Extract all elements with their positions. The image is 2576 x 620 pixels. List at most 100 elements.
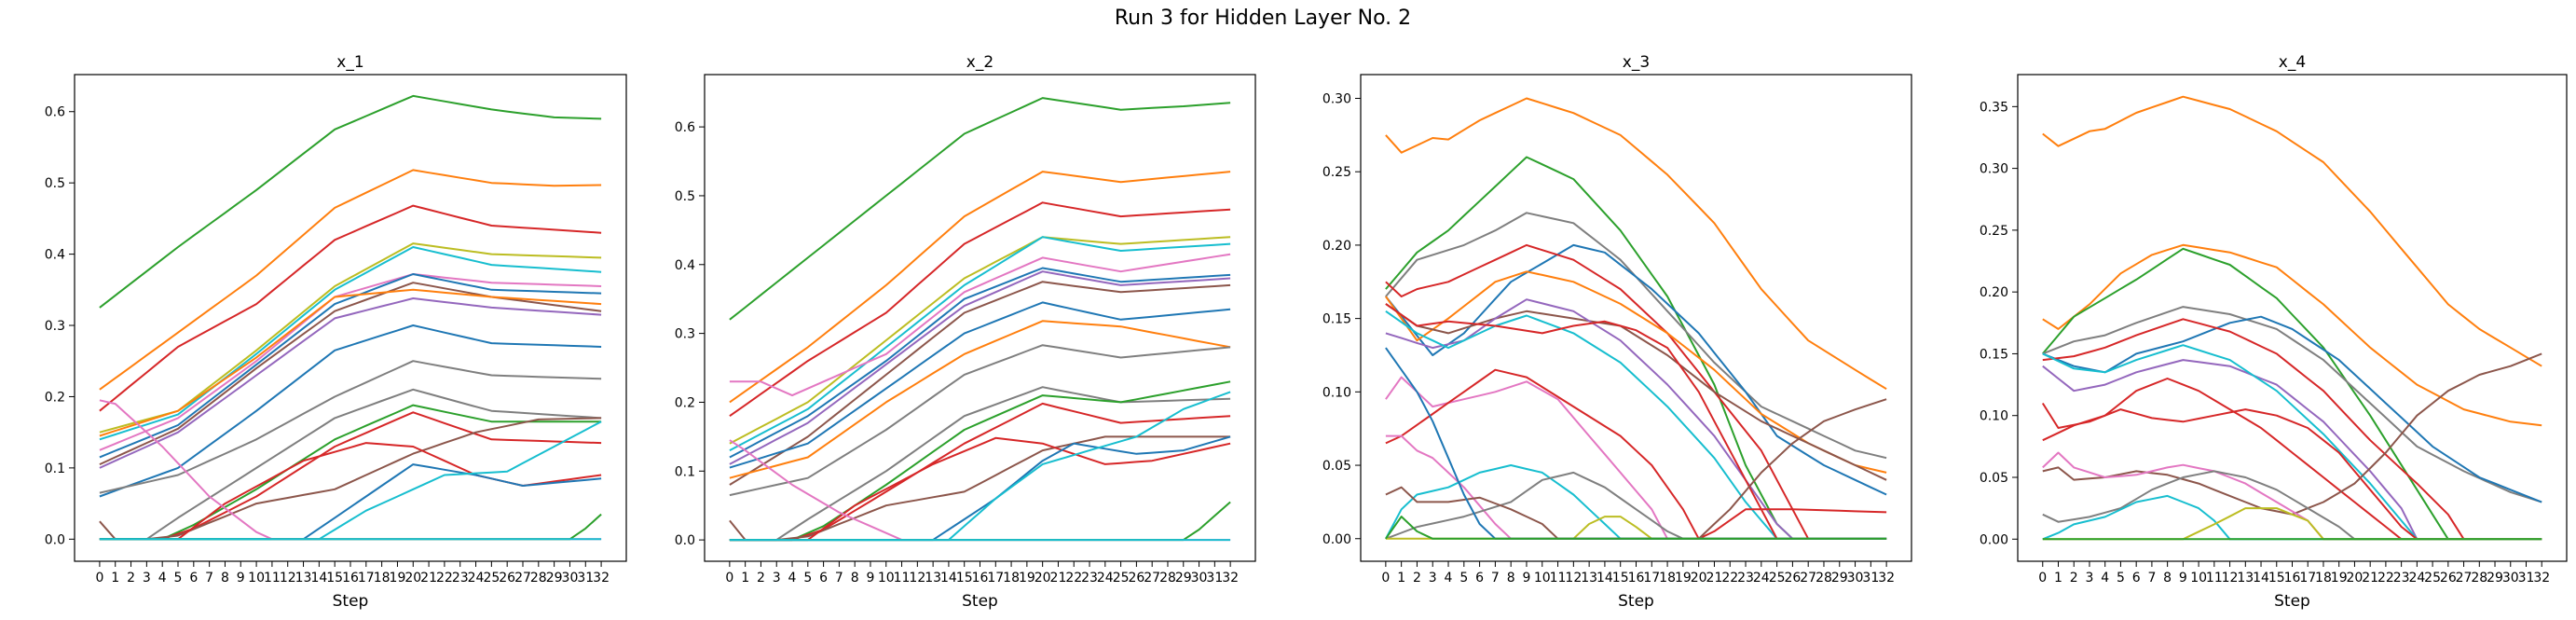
x-tick-label: 14 <box>310 571 327 586</box>
x-tick-label: 10 <box>2190 571 2207 586</box>
x-tick-label: 15 <box>1612 571 1629 586</box>
series-line-17 <box>1385 516 1887 540</box>
series-line-10 <box>1385 303 1887 540</box>
x-tick-label: 26 <box>1128 571 1144 586</box>
x-tick-label: 12 <box>909 571 925 586</box>
subplot-3: x_30 1 2 3 4 5 6 7 8 9 101112131415161718192021222… <box>1322 53 1912 611</box>
series-line-14 <box>2042 494 2542 541</box>
series-line-4 <box>99 242 602 434</box>
x-tick-label: 0 <box>2038 571 2047 586</box>
x-tick-label: 20 <box>2347 571 2364 586</box>
plot-frame <box>74 74 627 562</box>
series-line-4 <box>729 236 1231 445</box>
x-tick-label: 23 <box>1737 571 1754 586</box>
series-line-2 <box>729 171 1231 404</box>
series-line-12 <box>729 344 1231 497</box>
series-line-15 <box>1385 471 1887 540</box>
x-tick-label: 6 <box>819 571 828 586</box>
x-tick-label: 21 <box>1050 571 1067 586</box>
y-tick-label: 0.20 <box>1980 285 2008 300</box>
x-tick-label: 29 <box>546 571 563 586</box>
x-tick-label: 2 <box>2070 571 2078 586</box>
figure-title: Run 3 for Hidden Layer No. 2 <box>1115 7 1411 30</box>
series-line-3 <box>2042 247 2542 541</box>
series-line-20 <box>729 439 1231 542</box>
x-tick-label: 13 <box>2237 571 2254 586</box>
x-tick-label: 5 <box>803 571 812 586</box>
x-tick-label: 32 <box>593 571 610 586</box>
subplot-title: x_4 <box>2279 53 2306 72</box>
x-tick-label: 27 <box>1144 571 1160 586</box>
x-tick-label: 1 <box>1397 571 1405 586</box>
y-tick-label: 0.20 <box>1322 239 1351 254</box>
x-tick-label: 23 <box>2393 571 2410 586</box>
y-tick-label: 0.00 <box>1322 532 1351 547</box>
series-line-11 <box>2042 352 2542 516</box>
x-tick-label: 10 <box>248 571 265 586</box>
x-tick-label: 6 <box>1475 571 1484 586</box>
x-tick-label: 1 <box>111 571 119 586</box>
x-tick-label: 26 <box>2440 571 2457 586</box>
x-tick-label: 22 <box>2377 571 2394 586</box>
x-tick-label: 26 <box>499 571 515 586</box>
series-line-12 <box>2042 451 2542 541</box>
x-tick-label: 9 <box>2179 571 2187 586</box>
y-tick-label: 0.25 <box>1322 165 1351 180</box>
x-tick-label: 12 <box>1565 571 1582 586</box>
x-tick-label: 3 <box>1429 571 1437 586</box>
series-line-17 <box>729 436 1231 542</box>
x-tick-label: 14 <box>2253 571 2269 586</box>
x-tick-label: 22 <box>1065 571 1082 586</box>
subplot-title: x_3 <box>1623 53 1650 72</box>
series-line-1 <box>1385 97 1887 391</box>
x-tick-label: 31 <box>577 571 594 586</box>
series-group <box>729 97 1231 542</box>
series-line-14 <box>729 380 1231 542</box>
series-line-6 <box>729 253 1231 397</box>
y-tick-label: 0.00 <box>1980 532 2008 547</box>
x-tick-label: 12 <box>2222 571 2239 586</box>
x-tick-label: 31 <box>1862 571 1879 586</box>
series-line-2 <box>2042 243 2542 427</box>
x-tick-label: 24 <box>1753 571 1770 586</box>
x-tick-label: 18 <box>1659 571 1676 586</box>
y-tick-label: 0.0 <box>675 533 695 548</box>
x-tick-label: 29 <box>1831 571 1848 586</box>
series-line-9 <box>729 281 1231 486</box>
series-line-11 <box>729 320 1231 479</box>
y-tick-label: 0.30 <box>1322 92 1351 107</box>
x-axis-label: Step <box>962 592 998 611</box>
x-tick-label: 32 <box>1878 571 1895 586</box>
x-tick-label: 8 <box>221 571 229 586</box>
x-tick-label: 21 <box>420 571 437 586</box>
x-tick-label: 19 <box>1675 571 1692 586</box>
y-tick-label: 0.05 <box>1322 459 1351 474</box>
series-line-12 <box>99 360 602 494</box>
x-tick-label: 13 <box>1581 571 1597 586</box>
x-tick-label: 19 <box>390 571 406 586</box>
x-tick-label: 15 <box>326 571 343 586</box>
x-tick-label: 18 <box>1003 571 1020 586</box>
x-tick-label: 2 <box>757 571 765 586</box>
x-tick-label: 32 <box>1222 571 1239 586</box>
x-tick-label: 14 <box>1596 571 1613 586</box>
x-tick-label: 1 <box>2054 571 2062 586</box>
x-tick-label: 30 <box>1191 571 1208 586</box>
x-tick-label: 15 <box>956 571 973 586</box>
x-tick-label: 29 <box>1175 571 1192 586</box>
x-tick-label: 25 <box>2424 571 2441 586</box>
x-tick-label: 29 <box>2487 571 2503 586</box>
x-tick-label: 11 <box>2206 571 2223 586</box>
x-tick-label: 20 <box>1035 571 1051 586</box>
series-line-1 <box>99 94 602 309</box>
x-tick-label: 9 <box>1523 571 1531 586</box>
x-tick-label: 18 <box>374 571 391 586</box>
y-tick-label: 0.4 <box>45 248 65 263</box>
x-tick-label: 25 <box>483 571 500 586</box>
x-tick-label: 16 <box>1628 571 1645 586</box>
x-tick-label: 27 <box>1800 571 1816 586</box>
x-tick-label: 25 <box>1769 571 1786 586</box>
y-tick-label: 0.2 <box>45 390 65 405</box>
subplot-2: x_20 1 2 3 4 5 6 7 8 9 101112131415161718192021222… <box>675 53 1256 611</box>
